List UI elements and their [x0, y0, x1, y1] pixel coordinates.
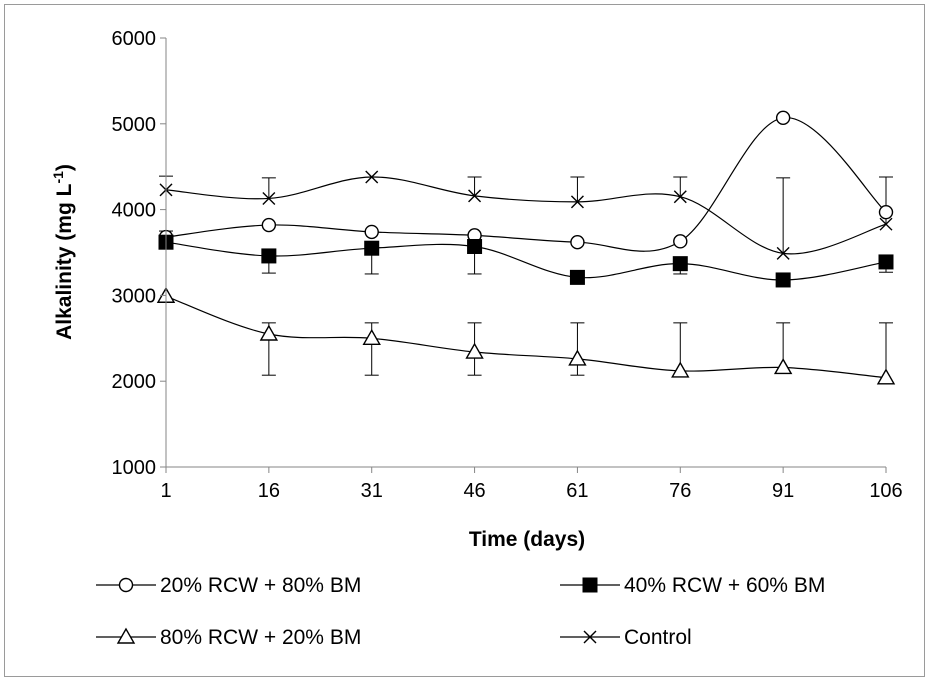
- 40-rcw-60-bm-point-shape: [467, 238, 483, 254]
- y-axis-title-tail: ): [53, 164, 76, 171]
- 80-rcw-20-bm-point: [876, 368, 896, 385]
- legend-item-control: Control: [560, 626, 692, 649]
- series-lines: [165, 117, 887, 379]
- 20-rcw-80-bm-point: [673, 234, 688, 249]
- 20-rcw-80-bm-point-shape: [364, 224, 379, 240]
- 80-rcw-20-bm-point: [568, 349, 587, 366]
- control-point: [365, 170, 379, 184]
- y-tick-label: 1000: [112, 457, 157, 479]
- legend-label: 20% RCW + 80% BM: [160, 574, 361, 597]
- control-point-stroke-b: [673, 190, 687, 204]
- legend-marker: [116, 627, 136, 644]
- control-point: [570, 195, 584, 209]
- 80-rcw-20-bm-point-shape: [876, 368, 896, 385]
- chart-frame: [4, 4, 925, 677]
- 20-rcw-80-bm-point-shape: [673, 234, 688, 249]
- legend: 20% RCW + 80% BM 40% RCW + 60% BM 80% RCW …: [96, 574, 825, 649]
- legend-item-80-rcw-20-bm: 80% RCW + 20% BM: [96, 626, 361, 649]
- 40-rcw-60-bm-point: [878, 254, 894, 270]
- x-tick-label: 91: [772, 480, 794, 502]
- legend-marker: [582, 577, 598, 593]
- 40-rcw-60-bm-point-shape: [364, 240, 380, 256]
- control-point-stroke-b: [468, 189, 482, 203]
- 80-rcw-20-bm-point-shape: [362, 328, 381, 345]
- control-point-stroke-b: [776, 246, 790, 260]
- control-point: [262, 191, 276, 205]
- legend-label: 40% RCW + 60% BM: [624, 574, 825, 597]
- x-axis-title: Time (days): [469, 528, 585, 551]
- control-point-stroke-b: [262, 191, 276, 205]
- x-tick-label: 1: [160, 480, 171, 502]
- 20-rcw-80-bm-point: [570, 235, 585, 250]
- legend-marker-shape: [118, 577, 134, 593]
- y-axis-title-sup: -1: [50, 171, 66, 184]
- legend-marker: [118, 577, 134, 593]
- x-tick-label: 76: [669, 480, 691, 502]
- legend-item-20-rcw-80-bm: 20% RCW + 80% BM: [96, 574, 361, 597]
- 80-rcw-20-bm-point-shape: [671, 361, 690, 378]
- y-tick-label: 5000: [112, 114, 157, 136]
- control-point: [468, 189, 482, 203]
- 80-rcw-20-bm-point: [773, 358, 793, 375]
- 40-rcw-60-bm-point-shape: [775, 272, 791, 288]
- control-line: [165, 176, 887, 255]
- control-point: [879, 217, 893, 231]
- 80-rcw-20-bm-point-shape: [568, 349, 587, 366]
- control-point-stroke-b: [365, 170, 379, 184]
- 80-rcw-20-bm-point: [362, 328, 381, 345]
- 80-rcw-20-bm-point: [465, 342, 484, 359]
- 40-rcw-60-bm-point-shape: [672, 256, 688, 272]
- 20-rcw-80-bm-point-shape: [878, 204, 894, 220]
- 20-rcw-80-bm-point-shape: [261, 217, 277, 233]
- 80-rcw-20-bm-point-shape: [773, 358, 793, 375]
- legend-marker: [583, 630, 597, 644]
- 40-rcw-60-bm-point: [261, 248, 277, 264]
- 40-rcw-60-bm-point: [672, 256, 688, 272]
- legend-label: 80% RCW + 20% BM: [160, 626, 361, 649]
- x-tick-label: 31: [361, 480, 383, 502]
- x-tick-label: 16: [258, 480, 280, 502]
- 20-rcw-80-bm-line: [165, 117, 887, 252]
- 80-rcw-20-bm-point: [671, 361, 690, 378]
- 40-rcw-60-bm-line: [165, 241, 887, 281]
- x-tick-label: 46: [463, 480, 485, 502]
- legend-marker-stroke-b: [583, 630, 597, 644]
- x-tick-label: 61: [566, 480, 588, 502]
- y-tick-label: 4000: [112, 200, 157, 222]
- legend-label: Control: [624, 626, 692, 649]
- 40-rcw-60-bm-point: [467, 238, 483, 254]
- control-point-stroke-b: [570, 195, 584, 209]
- 20-rcw-80-bm-point-shape: [775, 110, 791, 125]
- 20-rcw-80-bm-point: [261, 217, 277, 233]
- 20-rcw-80-bm-point: [775, 110, 791, 125]
- legend-marker-shape: [582, 577, 598, 593]
- 40-rcw-60-bm-point: [364, 240, 380, 256]
- control-point-stroke-b: [879, 217, 893, 231]
- 80-rcw-20-bm-point-shape: [465, 342, 484, 359]
- 80-rcw-20-bm-point-shape: [259, 324, 279, 341]
- control-point: [776, 246, 790, 260]
- 40-rcw-60-bm-point-shape: [878, 254, 894, 270]
- 40-rcw-60-bm-point-shape: [261, 248, 277, 264]
- y-tick-label: 6000: [112, 28, 157, 50]
- 40-rcw-60-bm-point: [775, 272, 791, 288]
- data-markers: [156, 110, 896, 385]
- y-tick-label: 2000: [112, 371, 157, 393]
- y-axis-title: Alkalinity (mg L-1): [50, 164, 76, 340]
- 40-rcw-60-bm-point-shape: [569, 269, 585, 285]
- y-tick-label: 3000: [112, 285, 157, 307]
- axes: 1000 2000 3000 4000 5000 6000 1 16 31 46 61 76 91 106: [112, 28, 903, 502]
- control-point: [673, 190, 687, 204]
- 80-rcw-20-bm-point: [259, 324, 279, 341]
- 80-rcw-20-bm-line: [165, 295, 887, 379]
- legend-marker-shape: [116, 627, 136, 644]
- x-tick-label: 106: [869, 480, 902, 502]
- 20-rcw-80-bm-point: [878, 204, 894, 220]
- 20-rcw-80-bm-point-shape: [570, 235, 585, 250]
- y-axis-title-main: Alkalinity (mg L: [53, 183, 76, 340]
- legend-item-40-rcw-60-bm: 40% RCW + 60% BM: [560, 574, 825, 597]
- 40-rcw-60-bm-point: [569, 269, 585, 285]
- 20-rcw-80-bm-point: [364, 224, 379, 240]
